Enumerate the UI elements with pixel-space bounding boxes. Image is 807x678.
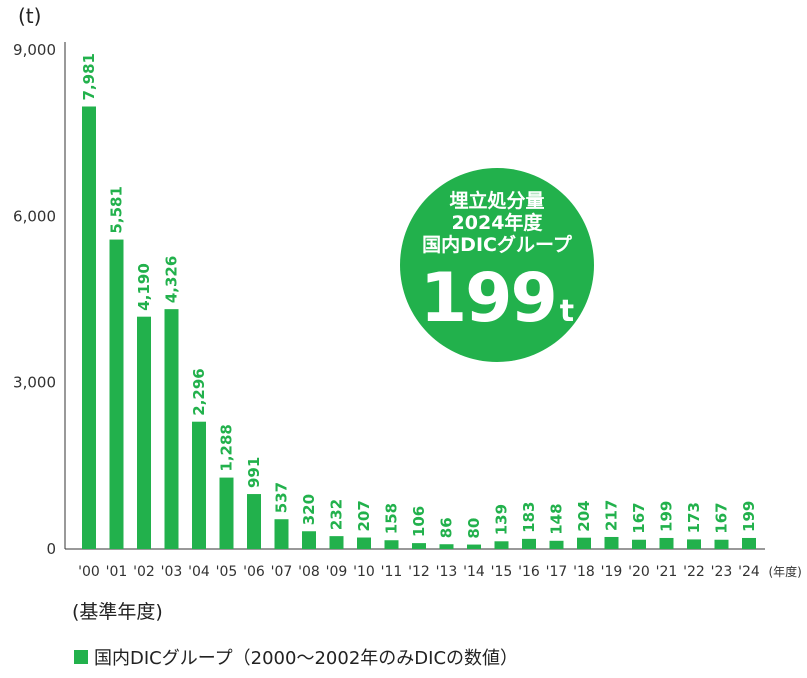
x-tick-label: '03 (161, 564, 183, 580)
bar (109, 239, 124, 549)
y-tick-label: 9,000 (13, 41, 56, 59)
bar (714, 539, 729, 549)
baseline-year-note: (基準年度) (72, 601, 163, 623)
bar-value-label: 991 (245, 457, 263, 488)
bar-value-label: 5,581 (108, 186, 126, 233)
x-tick-label: '18 (573, 564, 595, 580)
legend-swatch (74, 650, 88, 664)
x-tick-label: '02 (133, 564, 155, 580)
x-tick-label: '19 (601, 564, 623, 580)
bar-value-label: 4,190 (135, 263, 153, 310)
x-tick-label: '20 (628, 564, 650, 580)
bar (522, 538, 536, 549)
bar-value-label: 106 (410, 506, 428, 537)
bar (329, 536, 344, 549)
bar-value-label: 167 (630, 502, 648, 533)
x-tick-label: '08 (298, 564, 320, 580)
bar (494, 541, 509, 549)
bar (439, 544, 454, 549)
bar-chart: 0 3,000 6,000 9,000 7,981 '00 5,581 '01 4,190 '02… (13, 41, 802, 580)
y-axis-unit-label: (t) (18, 4, 42, 28)
x-tick-label: '06 (243, 564, 265, 580)
bar-value-label: 204 (575, 500, 593, 531)
badge-value: 199 (419, 259, 558, 338)
x-tick-label: '10 (353, 564, 375, 580)
bar (247, 494, 261, 549)
x-axis-unit-label: (年度) (769, 564, 802, 579)
bar (467, 544, 481, 549)
badge-group: 国内DICグループ (422, 234, 572, 256)
bar-value-label: 173 (685, 502, 703, 533)
bar (384, 540, 399, 549)
bar-value-label: 86 (438, 517, 456, 538)
x-tick-label: '04 (188, 564, 210, 580)
legend: 国内DICグループ（2000～2002年のみDICの数値） (74, 644, 518, 670)
bar (604, 536, 619, 549)
y-tick-label: 6,000 (13, 207, 56, 225)
bar-value-label: 537 (273, 482, 291, 513)
y-tick-label: 0 (46, 540, 56, 558)
x-tick-label: '16 (518, 564, 540, 580)
x-tick-label: '11 (381, 564, 403, 580)
summary-badge: 埋立処分量 2024年度 国内DICグループ 199 t (400, 168, 594, 362)
bar-value-label: 158 (383, 503, 401, 534)
x-tick-label: '09 (326, 564, 348, 580)
x-tick-label: '12 (408, 564, 430, 580)
bar (82, 106, 96, 549)
badge-title: 埋立処分量 (449, 190, 545, 212)
bar-value-label: 4,326 (163, 256, 181, 303)
x-tick-label: '15 (491, 564, 513, 580)
bar-value-label: 199 (740, 501, 758, 532)
bar (137, 316, 151, 549)
bar-value-label: 183 (520, 502, 538, 533)
bar (164, 309, 179, 549)
bar (357, 537, 371, 549)
bar-value-label: 167 (713, 502, 731, 533)
legend-label: 国内DICグループ（2000～2002年のみDICの数値） (94, 648, 519, 669)
bar-value-label: 199 (658, 501, 676, 532)
x-tick-label: '24 (738, 564, 760, 580)
badge-unit: t (559, 294, 575, 329)
x-tick-label: '22 (683, 564, 705, 580)
y-tick-label: 3,000 (13, 374, 56, 392)
x-tick-label: '05 (216, 564, 238, 580)
x-tick-label: '01 (106, 564, 128, 580)
badge-year: 2024年度 (451, 212, 543, 234)
bar (577, 537, 591, 549)
bar (274, 519, 289, 549)
bar (687, 539, 701, 549)
x-tick-label: '07 (271, 564, 293, 580)
bar (219, 477, 234, 549)
bar (549, 540, 564, 549)
bar (742, 537, 756, 549)
bar-value-label: 2,296 (190, 368, 208, 415)
bar-value-label: 320 (300, 494, 318, 525)
bar (412, 543, 426, 549)
x-tick-label: '21 (656, 564, 678, 580)
bar-value-label: 139 (493, 504, 511, 535)
bar-value-label: 7,981 (80, 53, 98, 100)
x-tick-label: '17 (546, 564, 568, 580)
bar (302, 531, 316, 549)
x-tick-label: '14 (463, 564, 485, 580)
bar-value-label: 148 (548, 503, 566, 534)
bar-value-label: 232 (328, 499, 346, 530)
x-tick-label: '23 (711, 564, 733, 580)
bar-value-label: 207 (355, 500, 373, 531)
bar-value-label: 80 (465, 518, 483, 539)
bar (632, 539, 646, 549)
bar (659, 537, 674, 549)
x-tick-label: '13 (436, 564, 458, 580)
bar (192, 421, 206, 549)
bar-value-label: 1,288 (218, 424, 236, 471)
x-tick-label: '00 (78, 564, 100, 580)
bar-value-label: 217 (603, 500, 621, 531)
